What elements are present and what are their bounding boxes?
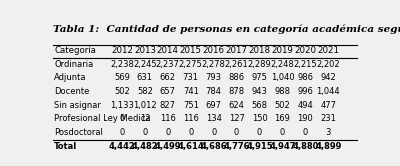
- Text: Tabla 1:  Cantidad de personas en categoría académica según año observado (2012-: Tabla 1: Cantidad de personas en categor…: [53, 24, 400, 34]
- Text: Posdoctoral: Posdoctoral: [54, 128, 103, 137]
- Text: 2014: 2014: [157, 46, 179, 55]
- Text: 169: 169: [274, 114, 290, 123]
- Text: 878: 878: [228, 87, 245, 96]
- Text: 0: 0: [280, 128, 285, 137]
- Text: 2,261: 2,261: [225, 60, 248, 69]
- Text: 4,947: 4,947: [269, 142, 296, 151]
- Text: 116: 116: [160, 114, 176, 123]
- Text: 731: 731: [183, 73, 199, 82]
- Text: 190: 190: [298, 114, 313, 123]
- Text: 150: 150: [252, 114, 268, 123]
- Text: 886: 886: [228, 73, 245, 82]
- Text: 116: 116: [183, 114, 199, 123]
- Text: 996: 996: [298, 87, 313, 96]
- Text: Total: Total: [54, 142, 78, 151]
- Text: 2,238: 2,238: [110, 60, 134, 69]
- Text: 4,899: 4,899: [315, 142, 342, 151]
- Text: 2013: 2013: [134, 46, 156, 55]
- Text: 4,499: 4,499: [154, 142, 181, 151]
- Text: 943: 943: [252, 87, 268, 96]
- Text: 3: 3: [326, 128, 331, 137]
- Text: 0: 0: [257, 128, 262, 137]
- Text: 2015: 2015: [180, 46, 202, 55]
- Text: 2012: 2012: [111, 46, 133, 55]
- Text: 1,012: 1,012: [133, 101, 157, 110]
- Text: 0: 0: [211, 128, 216, 137]
- Text: 4,880: 4,880: [292, 142, 319, 151]
- Text: 631: 631: [137, 73, 153, 82]
- Text: 12: 12: [140, 114, 150, 123]
- Text: 477: 477: [320, 101, 336, 110]
- Text: 657: 657: [160, 87, 176, 96]
- Text: 4,442: 4,442: [108, 142, 135, 151]
- Text: 662: 662: [160, 73, 176, 82]
- Text: 784: 784: [206, 87, 222, 96]
- Text: 741: 741: [183, 87, 199, 96]
- Text: 624: 624: [229, 101, 244, 110]
- Text: 4,915: 4,915: [246, 142, 273, 151]
- Text: 502: 502: [275, 101, 290, 110]
- Text: 2016: 2016: [203, 46, 225, 55]
- Text: 975: 975: [252, 73, 268, 82]
- Text: Ordinaria: Ordinaria: [54, 60, 94, 69]
- Text: 2,278: 2,278: [202, 60, 226, 69]
- Text: 2018: 2018: [248, 46, 270, 55]
- Text: 1,040: 1,040: [271, 73, 294, 82]
- Text: 2020: 2020: [294, 46, 316, 55]
- Text: Adjunta: Adjunta: [54, 73, 87, 82]
- Text: 2017: 2017: [226, 46, 248, 55]
- Text: 0: 0: [165, 128, 170, 137]
- Text: 697: 697: [206, 101, 222, 110]
- Text: 4,482: 4,482: [132, 142, 158, 151]
- Text: 2021: 2021: [317, 46, 339, 55]
- Text: 988: 988: [274, 87, 290, 96]
- Text: 793: 793: [206, 73, 222, 82]
- Text: 4,776: 4,776: [223, 142, 250, 151]
- Text: 0: 0: [188, 128, 193, 137]
- Text: 0: 0: [119, 128, 124, 137]
- Text: 2,275: 2,275: [179, 60, 203, 69]
- Text: 582: 582: [137, 87, 153, 96]
- Text: 2,215: 2,215: [294, 60, 317, 69]
- Text: 502: 502: [114, 87, 130, 96]
- Text: 986: 986: [298, 73, 314, 82]
- Text: Categoría: Categoría: [54, 46, 96, 55]
- Text: 0: 0: [234, 128, 239, 137]
- Text: 2,245: 2,245: [133, 60, 157, 69]
- Text: 0: 0: [142, 128, 148, 137]
- Text: Profesional Ley Medica: Profesional Ley Medica: [54, 114, 151, 123]
- Text: 2,237: 2,237: [156, 60, 180, 69]
- Text: 0: 0: [119, 114, 124, 123]
- Text: 2,202: 2,202: [316, 60, 340, 69]
- Text: 4,614: 4,614: [177, 142, 204, 151]
- Text: Sin asignar: Sin asignar: [54, 101, 101, 110]
- Text: 4,686: 4,686: [200, 142, 227, 151]
- Text: 494: 494: [298, 101, 313, 110]
- Text: 2,248: 2,248: [271, 60, 294, 69]
- Text: 569: 569: [114, 73, 130, 82]
- Text: 2019: 2019: [272, 46, 294, 55]
- Text: 231: 231: [320, 114, 336, 123]
- Text: Docente: Docente: [54, 87, 90, 96]
- Text: 568: 568: [252, 101, 268, 110]
- Text: 1,133: 1,133: [110, 101, 134, 110]
- Text: 751: 751: [183, 101, 199, 110]
- Text: 827: 827: [160, 101, 176, 110]
- Text: 0: 0: [303, 128, 308, 137]
- Text: 2,289: 2,289: [248, 60, 272, 69]
- Text: 942: 942: [320, 73, 336, 82]
- Text: 1,044: 1,044: [316, 87, 340, 96]
- Text: 127: 127: [229, 114, 244, 123]
- Text: 134: 134: [206, 114, 222, 123]
